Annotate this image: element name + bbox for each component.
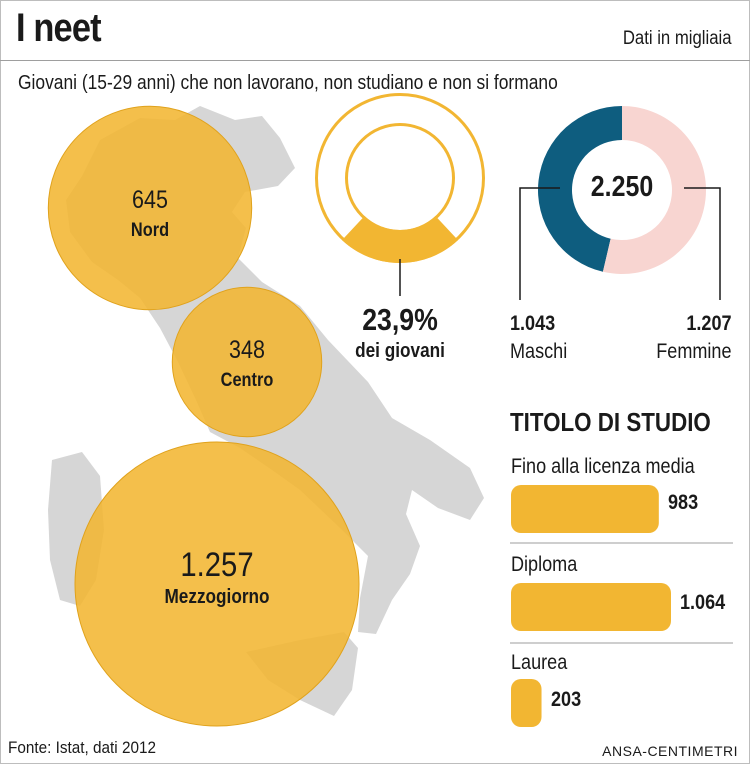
page-title: I neet [16, 6, 102, 50]
education-bars [511, 485, 671, 727]
bubble-nord [47, 105, 253, 311]
ring-share-segment [342, 216, 458, 263]
ring-caption: dei giovani [355, 340, 445, 362]
credit-label: ANSA-CENTIMETRI [602, 743, 738, 759]
bubble-value: 348 [229, 336, 265, 364]
unit-note: Dati in migliaia [623, 28, 732, 49]
bar-category-label-1: Diploma [511, 553, 578, 576]
subtitle: Giovani (15-29 anni) che non lavorano, n… [18, 72, 558, 94]
male-name-label: Maschi [510, 340, 568, 363]
bar-value-label-1: 1.064 [680, 591, 726, 614]
donut-slice-femmine [602, 106, 706, 274]
bar-0 [511, 485, 659, 533]
gender-donut-chart [519, 106, 721, 300]
bubble-name: Nord [130, 220, 170, 241]
bar-1 [511, 583, 671, 631]
bubble-name: Mezzogiorno [164, 586, 270, 608]
bubble-centro [171, 286, 323, 438]
donut-leader-female [684, 187, 721, 300]
male-value-label: 1.043 [510, 312, 556, 335]
bubble-mezzogiorno [74, 441, 360, 727]
bar-value-label-0: 983 [667, 491, 698, 514]
source-note: Fonte: Istat, dati 2012 [8, 738, 157, 757]
donut-slice-maschi [538, 106, 622, 272]
bubble-value: 645 [132, 186, 168, 214]
donut-total-label: 2.250 [590, 171, 654, 203]
female-value-label: 1.207 [686, 312, 732, 335]
education-title: TITOLO DI STUDIO [510, 407, 711, 437]
ring-value-label: 23,9% [362, 302, 438, 337]
bar-category-label-2: Laurea [511, 651, 568, 674]
donut-leader-male [519, 187, 560, 300]
bubble-value: 1.257 [180, 546, 254, 584]
female-name-label: Femmine [656, 340, 732, 363]
bubble-name: Centro [220, 370, 274, 391]
share-ring-chart [315, 93, 485, 296]
bar-2 [511, 679, 542, 727]
area-bubbles [47, 105, 360, 727]
header-divider [0, 60, 750, 61]
bar-value-label-2: 203 [550, 688, 581, 711]
ring-inner-outline [345, 123, 455, 233]
bar-category-label-0: Fino alla licenza media [511, 455, 695, 478]
